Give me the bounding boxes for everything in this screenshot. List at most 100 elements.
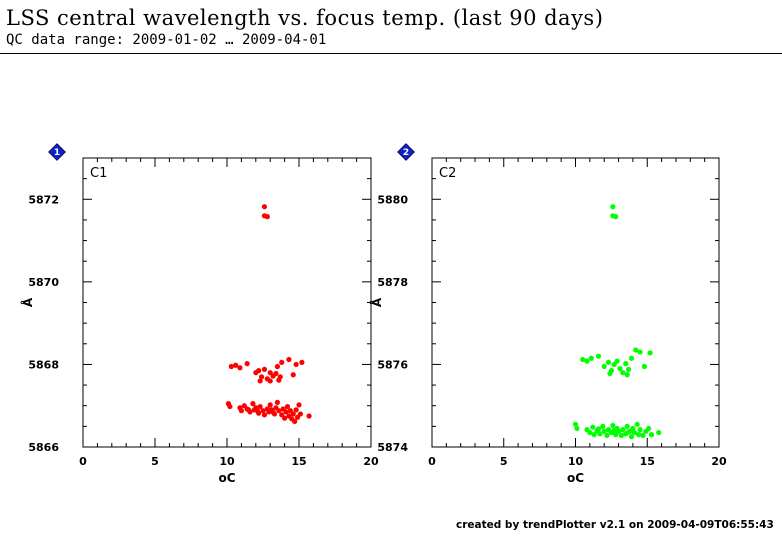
y-tick-label: 5878	[377, 276, 408, 289]
data-point	[611, 427, 617, 434]
data-point	[605, 359, 612, 365]
data-point	[601, 363, 607, 370]
y-axis-title: Å	[369, 297, 384, 307]
data-point	[617, 365, 623, 372]
x-tick-label: 15	[291, 455, 306, 468]
data-point	[279, 359, 285, 365]
data-point	[584, 358, 590, 364]
data-point	[600, 423, 606, 429]
x-tick-label: 5	[500, 455, 508, 468]
data-point	[258, 374, 265, 380]
data-point	[283, 409, 289, 415]
data-point	[257, 403, 263, 410]
data-point	[282, 415, 288, 421]
x-tick-label: 0	[79, 455, 87, 468]
data-point	[636, 432, 642, 438]
data-point	[273, 370, 279, 377]
data-point	[233, 362, 239, 368]
data-point	[607, 370, 613, 377]
data-point	[267, 402, 273, 408]
data-point	[580, 356, 586, 363]
data-point	[648, 432, 655, 438]
x-tick-label: 20	[711, 455, 727, 468]
y-tick-label: 5872	[28, 193, 59, 206]
data-point	[246, 407, 252, 413]
panel-label: C2	[439, 166, 456, 181]
data-point	[633, 347, 639, 353]
y-tick-label: 5868	[28, 358, 59, 371]
data-point	[623, 361, 629, 367]
badge-number: 2	[403, 148, 409, 158]
x-axis-title: oC	[567, 471, 584, 485]
data-point	[267, 378, 273, 384]
data-point	[227, 403, 233, 410]
panel-badge-icon[interactable]: 1	[48, 143, 66, 161]
data-point	[254, 408, 260, 414]
x-tick-label: 10	[219, 455, 235, 468]
data-point	[257, 378, 263, 384]
data-point	[293, 407, 299, 413]
panel-badge-icon[interactable]: 2	[397, 143, 415, 161]
data-point	[618, 432, 625, 439]
data-point	[590, 424, 596, 430]
data-point	[260, 408, 266, 414]
data-point	[614, 358, 620, 364]
data-point	[631, 429, 637, 436]
data-point	[292, 418, 298, 425]
data-point	[261, 412, 268, 418]
data-point	[261, 204, 268, 210]
data-point	[601, 428, 607, 434]
data-point	[656, 429, 662, 436]
data-point	[277, 374, 283, 380]
data-point	[640, 432, 646, 439]
data-point	[637, 349, 643, 355]
x-tick-label: 5	[151, 455, 159, 468]
chart-panel-1: 0 5 10 15 20 5866 5868 5870 5872 oC Å C1 1	[20, 143, 379, 485]
data-point	[296, 402, 302, 408]
plot-frame	[431, 157, 720, 448]
data-point	[574, 425, 580, 432]
data-point	[628, 355, 635, 361]
data-point	[228, 363, 234, 370]
data-point	[306, 413, 312, 419]
data-point	[244, 361, 250, 367]
x-axis-title: oC	[218, 471, 235, 485]
data-point	[572, 421, 579, 427]
page-title: LSS central wavelength vs. focus temp. (…	[6, 6, 604, 30]
data-point	[647, 350, 653, 356]
data-point	[237, 365, 243, 371]
data-point	[588, 355, 594, 361]
data-point	[610, 422, 616, 429]
data-point	[238, 408, 244, 414]
data-point	[634, 421, 640, 427]
data-point	[641, 363, 647, 370]
data-point	[299, 359, 305, 365]
x-tick-label: 10	[568, 455, 584, 468]
data-point	[270, 409, 276, 415]
x-tick-label: 0	[428, 455, 436, 468]
y-tick-label: 5876	[377, 358, 408, 371]
badge-diamond	[397, 143, 415, 161]
data-point	[630, 425, 636, 432]
data-point	[625, 366, 632, 372]
data-point	[297, 411, 304, 417]
x-tick-label: 20	[363, 455, 379, 468]
page-subtitle: QC data range: 2009-01-02 … 2009-04-01	[6, 32, 327, 48]
data-point	[256, 368, 262, 374]
data-point	[625, 429, 632, 435]
data-point	[624, 423, 630, 429]
data-point	[595, 426, 602, 432]
footer-credit: created by trendPlotter v2.1 on 2009-04-…	[456, 519, 774, 531]
y-tick-label: 5880	[377, 193, 408, 206]
data-point	[274, 363, 280, 370]
data-point	[290, 372, 296, 378]
data-point	[284, 403, 291, 410]
y-tick-label: 5866	[28, 441, 59, 454]
data-point	[620, 370, 626, 376]
data-point	[264, 214, 270, 220]
data-point	[597, 431, 603, 437]
chart-panel-2: 0 5 10 15 20 5874 5876 5878 5880 oC Å C2 2	[369, 143, 727, 485]
title-divider	[0, 53, 782, 54]
y-axis-title: Å	[20, 297, 35, 307]
